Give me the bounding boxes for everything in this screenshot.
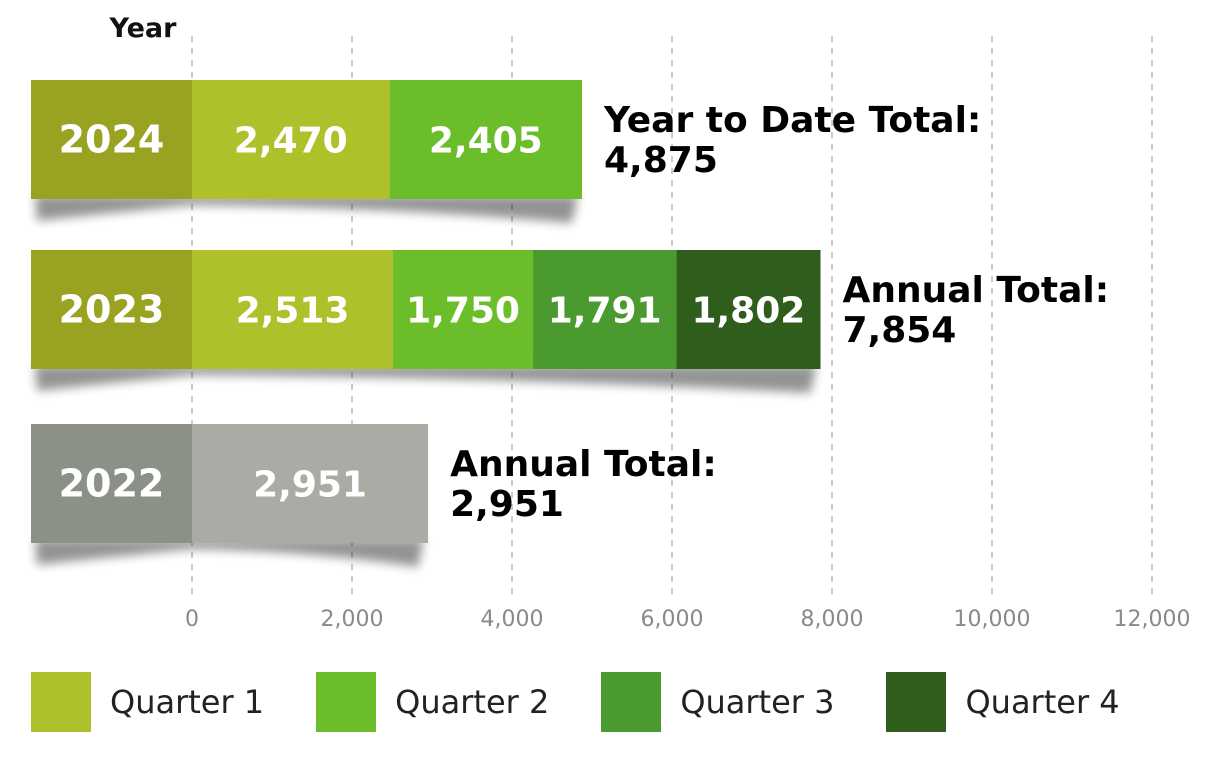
legend-swatch bbox=[601, 672, 662, 732]
legend-label: Quarter 4 bbox=[965, 683, 1120, 721]
x-tick-label: 10,000 bbox=[954, 607, 1031, 632]
segment-value-label: 2,405 bbox=[429, 121, 543, 162]
x-tick-label: 2,000 bbox=[321, 607, 384, 632]
x-tick-label: 6,000 bbox=[641, 607, 704, 632]
legend-item: Quarter 4 bbox=[886, 672, 1120, 732]
legend: Quarter 1 Quarter 2 Quarter 3 Quarter 4 bbox=[31, 672, 1191, 732]
segment-value-label: 2,951 bbox=[253, 465, 367, 506]
bar-segment bbox=[192, 80, 390, 199]
bar-segment bbox=[192, 250, 394, 369]
legend-label: Quarter 2 bbox=[395, 683, 550, 721]
y-axis-title: Year bbox=[109, 13, 178, 44]
bar-shadow bbox=[35, 195, 578, 223]
bar-segment bbox=[192, 424, 429, 543]
legend-swatch bbox=[316, 672, 377, 732]
legend-swatch bbox=[31, 672, 91, 732]
total-annotation: Annual Total: 7,854 bbox=[842, 270, 1109, 351]
year-label: 2024 bbox=[59, 118, 165, 162]
legend-item: Quarter 1 bbox=[31, 672, 264, 732]
segment-value-label: 1,802 bbox=[691, 291, 805, 332]
legend-item: Quarter 2 bbox=[316, 672, 549, 732]
x-tick-label: 8,000 bbox=[801, 607, 864, 632]
x-tick-label: 12,000 bbox=[1114, 607, 1191, 632]
bar-segment bbox=[389, 80, 582, 199]
bar-shadow bbox=[35, 365, 817, 393]
year-label: 2022 bbox=[59, 462, 165, 506]
total-annotation: Annual Total: 2,951 bbox=[450, 444, 717, 525]
bar-shadow bbox=[35, 539, 425, 567]
x-tick-label: 4,000 bbox=[481, 607, 544, 632]
year-cell bbox=[31, 80, 192, 199]
segment-value-label: 1,791 bbox=[548, 291, 662, 332]
legend-swatch bbox=[886, 672, 947, 732]
year-cell bbox=[31, 250, 192, 369]
x-tick-label: 0 bbox=[185, 607, 199, 632]
bar-segment bbox=[676, 250, 821, 369]
legend-label: Quarter 1 bbox=[110, 683, 265, 721]
stacked-bar-chart: 2024 2,470 2,405 Year to Date Total: 4,875 20… bbox=[31, 13, 1191, 632]
legend-label: Quarter 3 bbox=[680, 683, 835, 721]
segment-value-label: 1,750 bbox=[406, 291, 520, 332]
total-annotation: Year to Date Total: 4,875 bbox=[603, 100, 981, 181]
year-cell bbox=[31, 424, 192, 543]
segment-value-label: 2,470 bbox=[234, 121, 348, 162]
legend-item: Quarter 3 bbox=[601, 672, 834, 732]
bar-segment bbox=[393, 250, 534, 369]
year-label: 2023 bbox=[59, 288, 165, 332]
segment-value-label: 2,513 bbox=[236, 291, 350, 332]
bar-segment bbox=[533, 250, 677, 369]
